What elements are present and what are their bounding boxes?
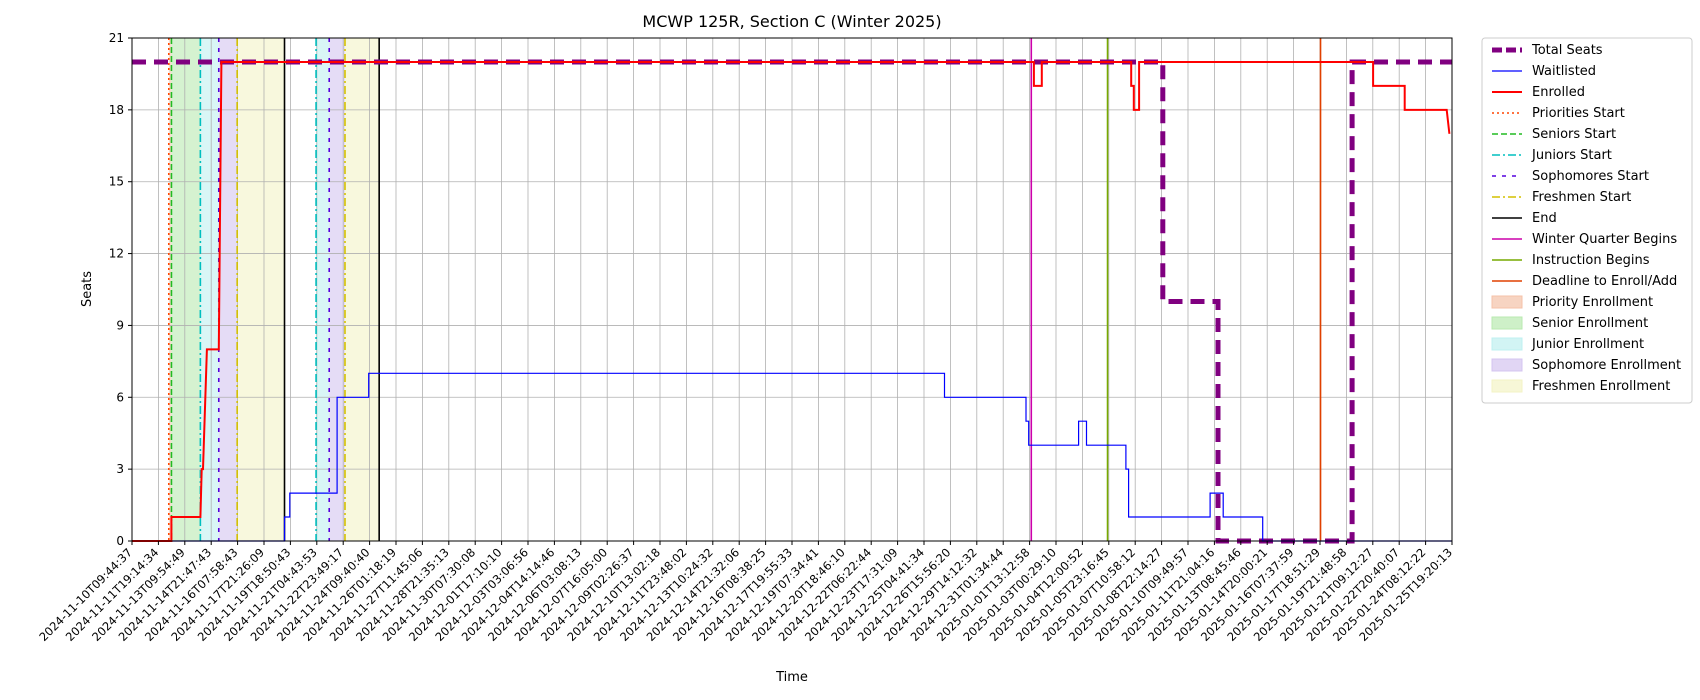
legend-label: Juniors Start	[1531, 148, 1612, 163]
y-tick-label: 0	[116, 534, 124, 548]
x-axis-label: Time	[775, 670, 808, 685]
y-tick-label: 21	[109, 31, 124, 45]
legend-label: Freshmen Start	[1532, 190, 1631, 205]
legend-swatch	[1491, 358, 1523, 372]
enrollment-band	[344, 38, 380, 541]
legend-label: Winter Quarter Begins	[1532, 232, 1677, 247]
legend: Total Seats Waitlisted Enrolled Priorities …	[1481, 37, 1693, 404]
enrollment-band	[218, 38, 238, 541]
legend-label: Junior Enrollment	[1531, 337, 1644, 352]
enrollment-band	[316, 38, 330, 541]
legend-label: Total Seats	[1531, 43, 1603, 58]
legend-label: Priorities Start	[1532, 106, 1625, 121]
legend-swatch	[1491, 295, 1523, 309]
legend-label: End	[1532, 211, 1557, 226]
chart-title: MCWP 125R, Section C (Winter 2025)	[642, 12, 941, 31]
y-tick-label: 12	[109, 247, 124, 261]
y-axis-label: Seats	[80, 271, 95, 307]
y-tick-label: 18	[109, 103, 124, 117]
y-tick-label: 6	[116, 390, 124, 404]
series-line	[132, 61, 1451, 542]
legend-label: Seniors Start	[1532, 127, 1616, 142]
enrollment-band	[237, 38, 285, 541]
legend-label: Sophomores Start	[1532, 169, 1649, 184]
series-line	[132, 372, 1452, 542]
enrollment-band	[329, 38, 345, 541]
enrollment-band	[168, 38, 172, 541]
legend-label: Priority Enrollment	[1532, 295, 1653, 310]
plot-area: 0369121518212024-11-10T09:44:372024-11-1…	[36, 31, 1455, 644]
legend-swatch	[1491, 337, 1523, 351]
y-tick-label: 15	[109, 175, 124, 189]
legend-label: Sophomore Enrollment	[1532, 358, 1681, 373]
legend-swatch	[1491, 379, 1523, 393]
legend-label: Deadline to Enroll/Add	[1532, 274, 1677, 289]
legend-label: Freshmen Enrollment	[1532, 379, 1670, 394]
legend-label: Waitlisted	[1532, 64, 1596, 79]
series-line	[132, 59, 1452, 544]
y-tick-label: 9	[116, 318, 124, 332]
y-tick-label: 3	[116, 462, 124, 476]
legend-swatch	[1491, 316, 1523, 330]
enrollment-band	[171, 38, 201, 541]
legend-label: Enrolled	[1532, 85, 1585, 100]
legend-frame	[1481, 37, 1693, 404]
legend-label: Senior Enrollment	[1532, 316, 1648, 331]
legend-label: Instruction Begins	[1532, 253, 1650, 268]
